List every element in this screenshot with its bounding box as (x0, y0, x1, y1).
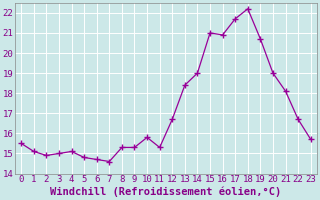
X-axis label: Windchill (Refroidissement éolien,°C): Windchill (Refroidissement éolien,°C) (50, 187, 282, 197)
